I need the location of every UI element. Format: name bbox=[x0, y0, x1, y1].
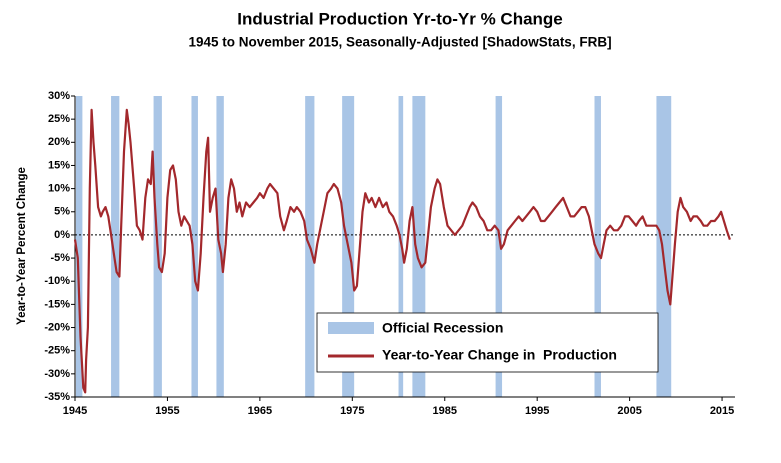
recession-band bbox=[656, 96, 672, 397]
x-tick-label: 1975 bbox=[340, 405, 364, 417]
legend-label: Year-to-Year Change in Production bbox=[382, 347, 617, 363]
y-tick-label: -35% bbox=[44, 391, 70, 403]
y-tick-label: -20% bbox=[44, 321, 70, 333]
recession-band bbox=[495, 96, 503, 397]
x-tick-label: 2005 bbox=[617, 405, 641, 417]
series-line bbox=[73, 108, 731, 394]
y-tick-label: -30% bbox=[44, 368, 70, 380]
y-tick-label: 30% bbox=[48, 90, 70, 102]
y-tick-label: -5% bbox=[50, 252, 70, 264]
y-tick-label: 5% bbox=[54, 206, 70, 218]
x-tick-label: 2015 bbox=[710, 405, 734, 417]
legend-label: Official Recession bbox=[382, 320, 503, 336]
y-tick-label: 15% bbox=[48, 159, 70, 171]
y-tick-label: 0% bbox=[54, 229, 70, 241]
y-tick-label: -10% bbox=[44, 275, 70, 287]
x-tick-label: 1945 bbox=[63, 405, 87, 417]
y-axis-label: Year-to-Year Percent Change bbox=[16, 167, 28, 325]
recession-band bbox=[191, 96, 198, 397]
y-tick-label: -25% bbox=[44, 345, 70, 357]
x-tick-label: 1955 bbox=[155, 405, 179, 417]
legend-swatch-recession bbox=[328, 322, 374, 334]
recession-band bbox=[75, 96, 83, 397]
y-tick-label: 20% bbox=[48, 136, 70, 148]
y-tick-label: 10% bbox=[48, 183, 70, 195]
y-tick-label: -15% bbox=[44, 298, 70, 310]
chart-subtitle: 1945 to November 2015, Seasonally-Adjust… bbox=[188, 35, 611, 50]
x-tick-label: 1995 bbox=[525, 405, 549, 417]
x-tick-label: 1965 bbox=[248, 405, 272, 417]
recession-band bbox=[594, 96, 601, 397]
recession-band bbox=[111, 96, 120, 397]
x-tick-label: 1985 bbox=[433, 405, 457, 417]
y-tick-label: 25% bbox=[48, 113, 70, 125]
chart-title: Industrial Production Yr-to-Yr % Change bbox=[237, 9, 563, 28]
